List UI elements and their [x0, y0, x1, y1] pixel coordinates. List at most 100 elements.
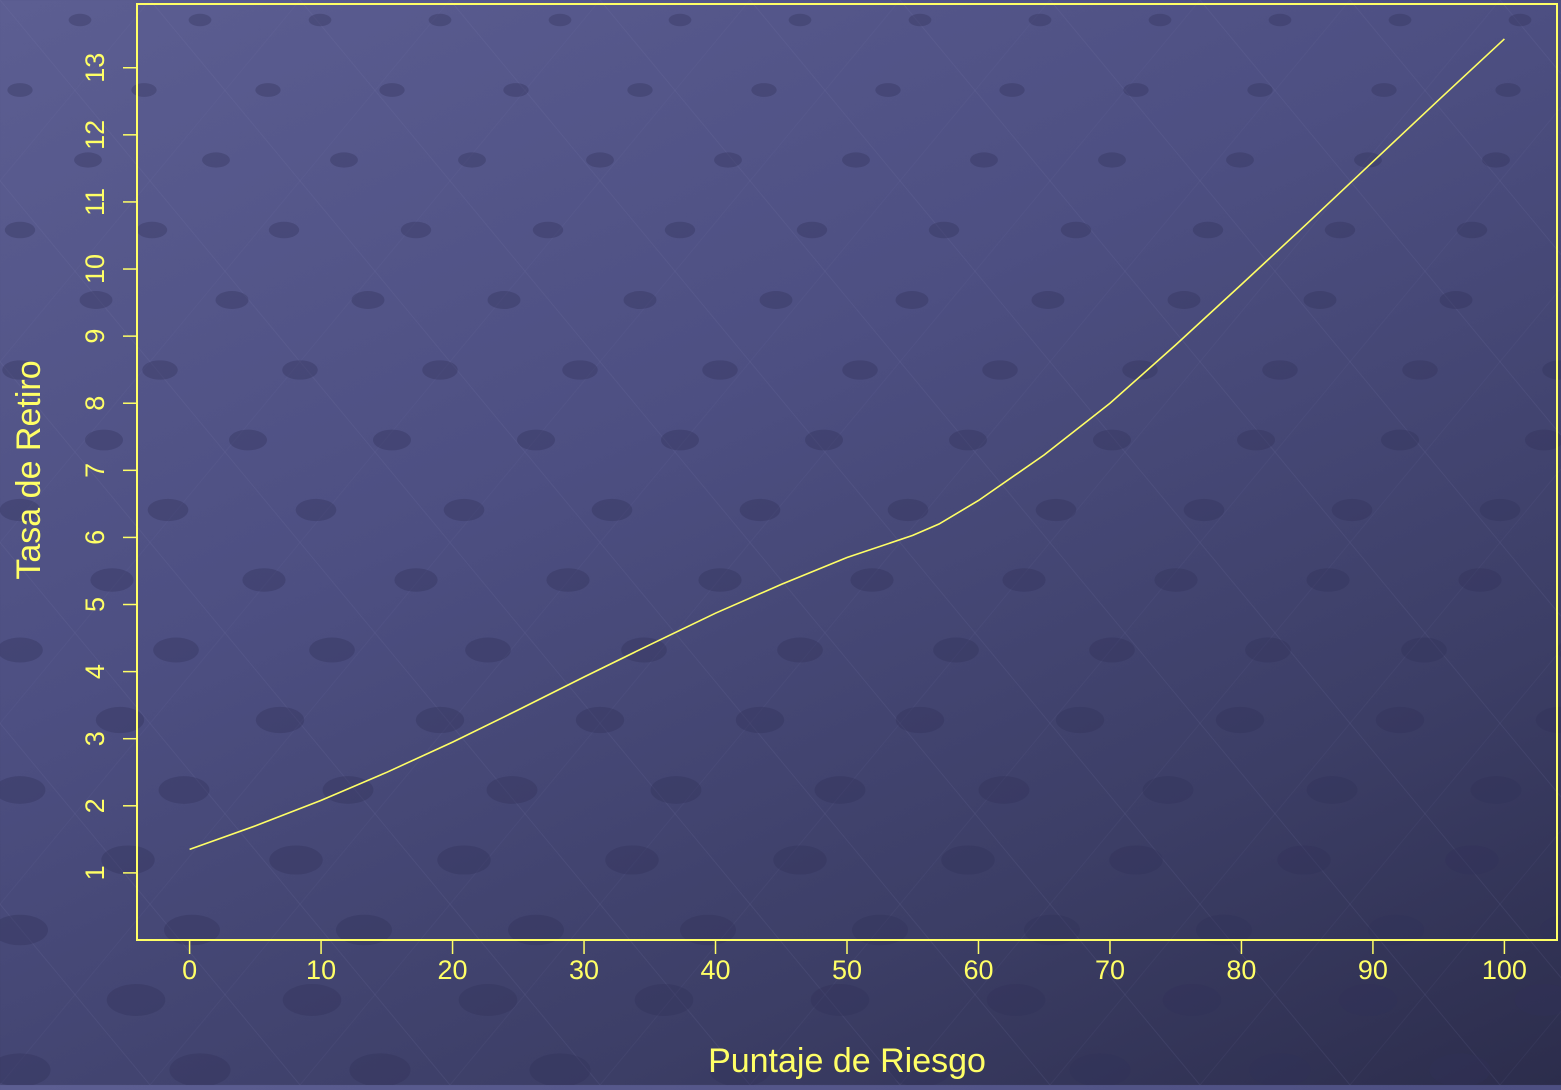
background-dot [1154, 568, 1198, 592]
background-dot [309, 637, 355, 663]
background-dot [1540, 915, 1561, 945]
background-dot [777, 637, 823, 663]
background-dot [282, 360, 318, 380]
x-tick-label: 0 [182, 955, 197, 985]
background-grid-line [1199, 649, 1561, 1086]
background-dot [660, 429, 700, 451]
background-dot [158, 776, 210, 804]
background-grid-line [0, 0, 601, 725]
background-dot [0, 498, 41, 522]
background-dot [978, 776, 1030, 804]
background-dot [1429, 1053, 1491, 1087]
background-dot [1375, 706, 1425, 734]
background-grid-line [0, 541, 451, 1086]
background-dot [1028, 13, 1052, 27]
background-dot [634, 984, 694, 1016]
background-dot [773, 845, 827, 875]
background-dot [986, 984, 1046, 1016]
background-dot [759, 291, 793, 309]
background-dot [546, 568, 590, 592]
background-dot [1368, 914, 1424, 946]
background-dot [529, 1053, 591, 1087]
background-dot [709, 1053, 771, 1087]
background-dot [228, 429, 268, 451]
background-dot [269, 845, 323, 875]
background-dot [7, 83, 33, 97]
background-grid-line [899, 287, 1561, 1086]
background-grid-line [299, 0, 1201, 1086]
background-dot [458, 984, 518, 1016]
background-dot [1167, 291, 1201, 309]
background-grid-line [0, 0, 901, 1086]
y-tick-label: 11 [80, 188, 110, 216]
background-dot [623, 291, 657, 309]
background-dot [810, 984, 870, 1016]
background-dot [268, 221, 300, 239]
background-dot [586, 152, 614, 168]
background-dot [1338, 984, 1398, 1016]
x-axis: 0 10 20 30 40 50 60 70 80 90 100 [182, 940, 1527, 985]
background-dot [1495, 83, 1521, 97]
x-axis-label: Puntaje de Riesgo [708, 1042, 986, 1080]
y-tick-label: 10 [80, 254, 110, 284]
background-dot [142, 360, 178, 380]
background-dot [0, 1053, 51, 1087]
background-dot [336, 914, 392, 946]
background-dot [1123, 83, 1149, 97]
background-dot [255, 83, 281, 97]
background-dot [0, 776, 46, 804]
background-dot [1277, 845, 1331, 875]
x-tick-label: 20 [438, 955, 468, 985]
background-dot [1268, 13, 1292, 27]
background-dot [1098, 152, 1126, 168]
x-tick-label: 40 [700, 955, 730, 985]
background-dot [1142, 776, 1194, 804]
background-dot [605, 845, 659, 875]
background-grid-line [149, 0, 1051, 1086]
background-grid-line [1349, 829, 1561, 1086]
background-dot [1380, 429, 1420, 451]
background-dot [714, 152, 742, 168]
background-dot [1192, 221, 1224, 239]
y-tick-label: 3 [80, 731, 110, 746]
background-dot [1002, 568, 1046, 592]
background-grid-line [749, 106, 1561, 1086]
background-dot [982, 360, 1018, 380]
y-tick-label: 9 [80, 329, 110, 344]
background-dot [379, 83, 405, 97]
background-dot [1183, 498, 1225, 522]
x-tick-label: 60 [963, 955, 993, 985]
y-tick-label: 6 [80, 530, 110, 545]
background-dot [1470, 776, 1522, 804]
background-dot [486, 776, 538, 804]
background-dot [548, 13, 572, 27]
background-dot [621, 637, 667, 663]
y-tick-label: 5 [80, 597, 110, 612]
background-dot [1388, 13, 1412, 27]
background-dot [1401, 637, 1447, 663]
background-dot [970, 152, 998, 168]
background-dot [735, 706, 785, 734]
background-dot [664, 221, 696, 239]
background-dot [948, 429, 988, 451]
background-dot [1482, 152, 1510, 168]
background-dot [255, 706, 305, 734]
background-dot [0, 914, 48, 946]
background-dot [84, 429, 124, 451]
background-dot [68, 13, 92, 27]
background-dot [101, 845, 155, 875]
background-dot [202, 152, 230, 168]
background-dot [1445, 845, 1499, 875]
background-dot [796, 221, 828, 239]
background-dot [1089, 637, 1135, 663]
background-dot [814, 776, 866, 804]
background-dot [79, 291, 113, 309]
background-dot [668, 13, 692, 27]
background-dot [1162, 984, 1222, 1016]
y-tick-label: 4 [80, 664, 110, 679]
background-grid-line [599, 0, 1501, 1086]
background-dot [680, 914, 736, 946]
background-dot [875, 83, 901, 97]
